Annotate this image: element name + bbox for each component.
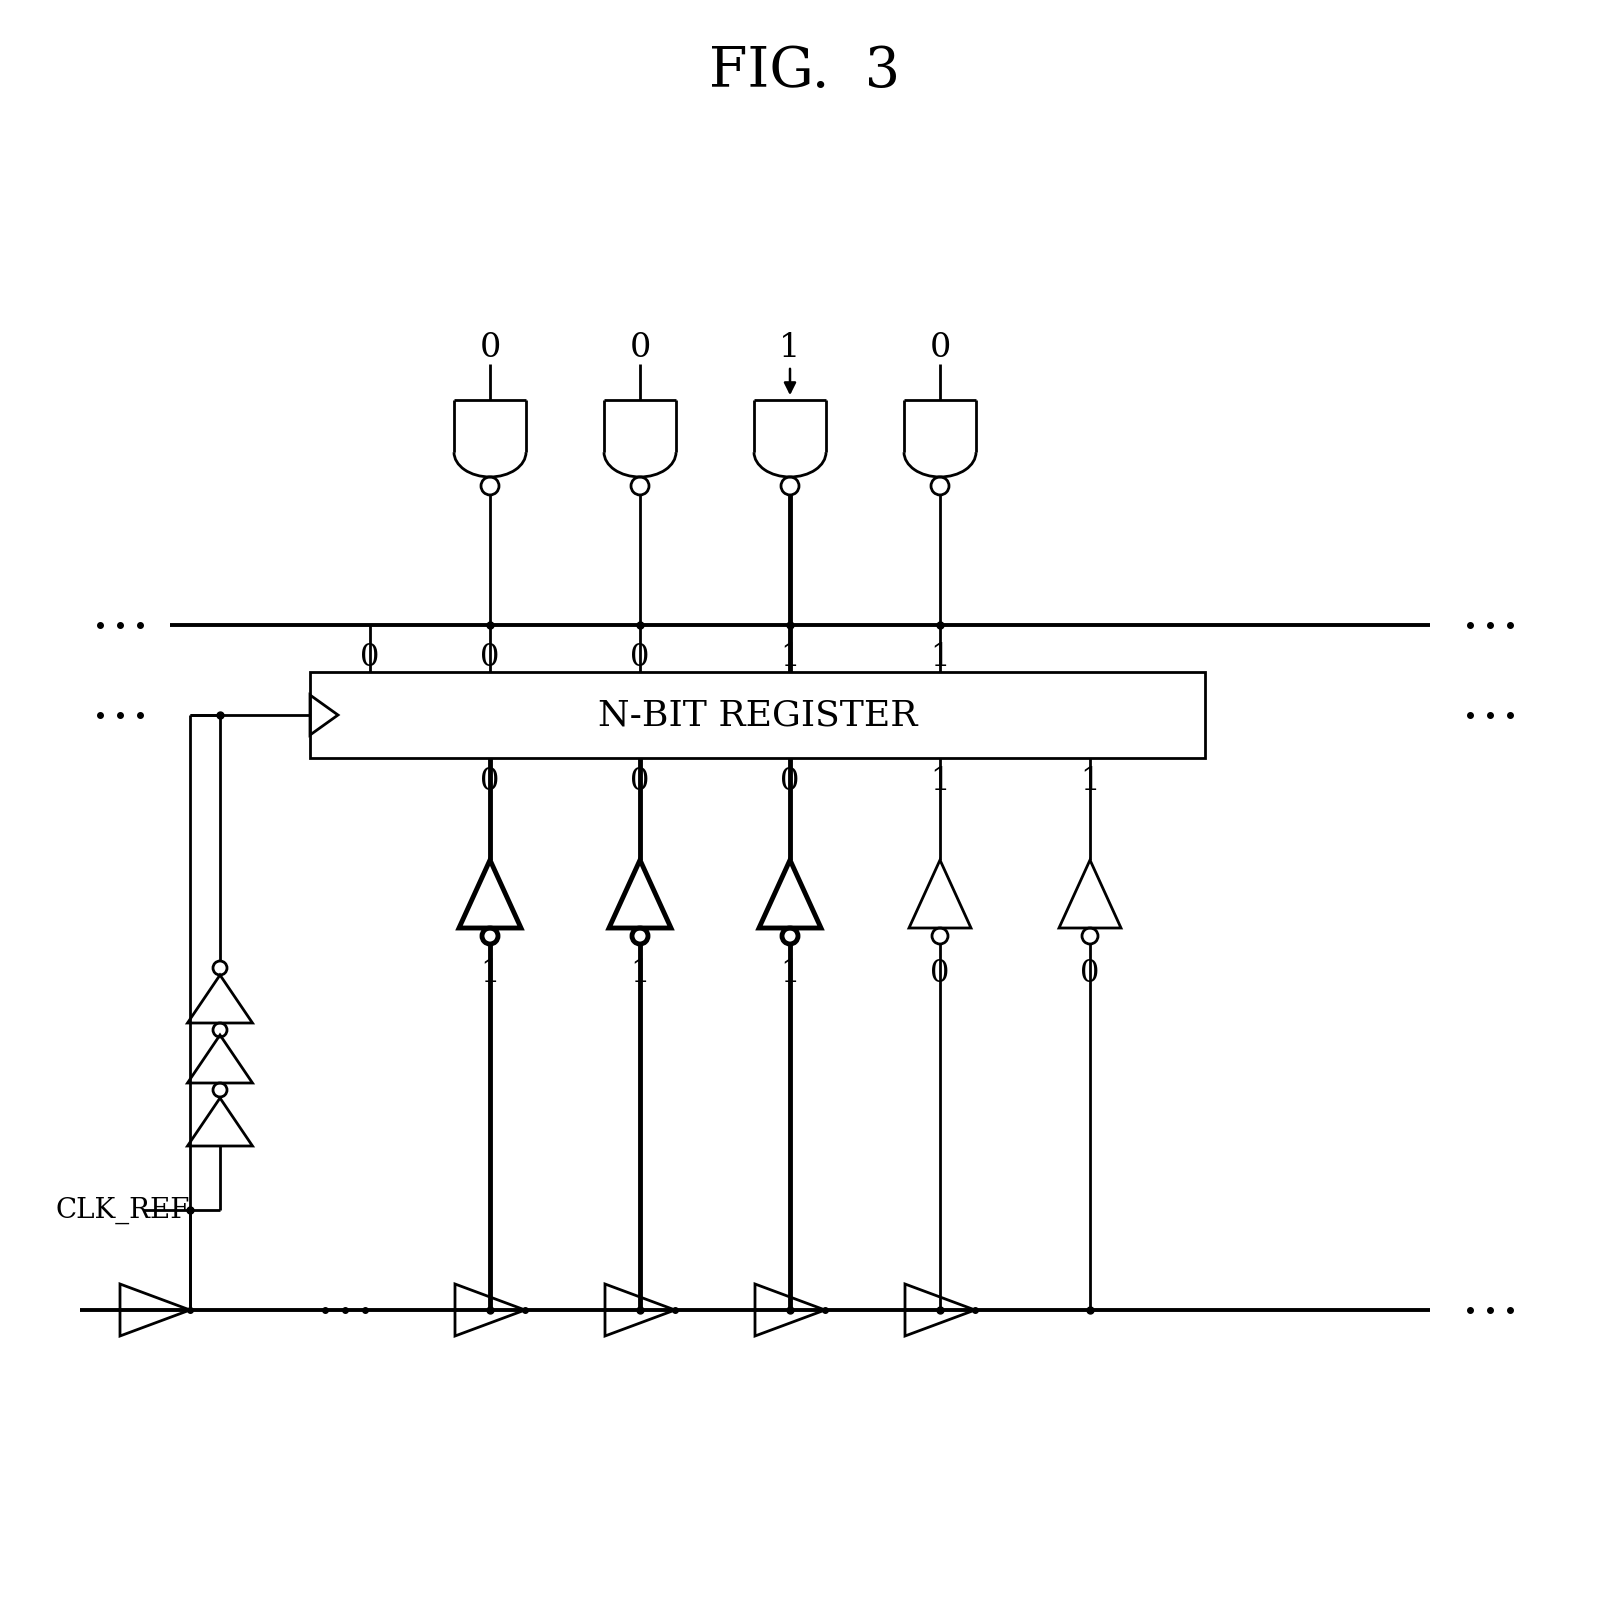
- Text: 1: 1: [779, 332, 800, 364]
- Text: 0: 0: [931, 959, 950, 990]
- Text: 1: 1: [630, 959, 650, 990]
- Text: 1: 1: [781, 642, 800, 672]
- Text: 0: 0: [480, 332, 501, 364]
- Text: 1: 1: [1080, 766, 1100, 797]
- FancyBboxPatch shape: [311, 672, 1204, 758]
- Text: 1: 1: [781, 959, 800, 990]
- Text: 0: 0: [781, 766, 800, 797]
- Text: 1: 1: [931, 766, 950, 797]
- Text: 0: 0: [929, 332, 950, 364]
- Text: CLK_REF: CLK_REF: [55, 1196, 190, 1223]
- Text: 0: 0: [480, 642, 499, 672]
- Text: N-BIT REGISTER: N-BIT REGISTER: [597, 698, 918, 732]
- Text: 1: 1: [931, 642, 950, 672]
- Text: 0: 0: [361, 642, 380, 672]
- Text: 0: 0: [1080, 959, 1100, 990]
- Text: 0: 0: [630, 766, 650, 797]
- Text: 0: 0: [630, 332, 650, 364]
- Text: FIG.  3: FIG. 3: [710, 45, 900, 99]
- Text: 0: 0: [630, 642, 650, 672]
- Text: 1: 1: [480, 959, 499, 990]
- Text: 0: 0: [480, 766, 499, 797]
